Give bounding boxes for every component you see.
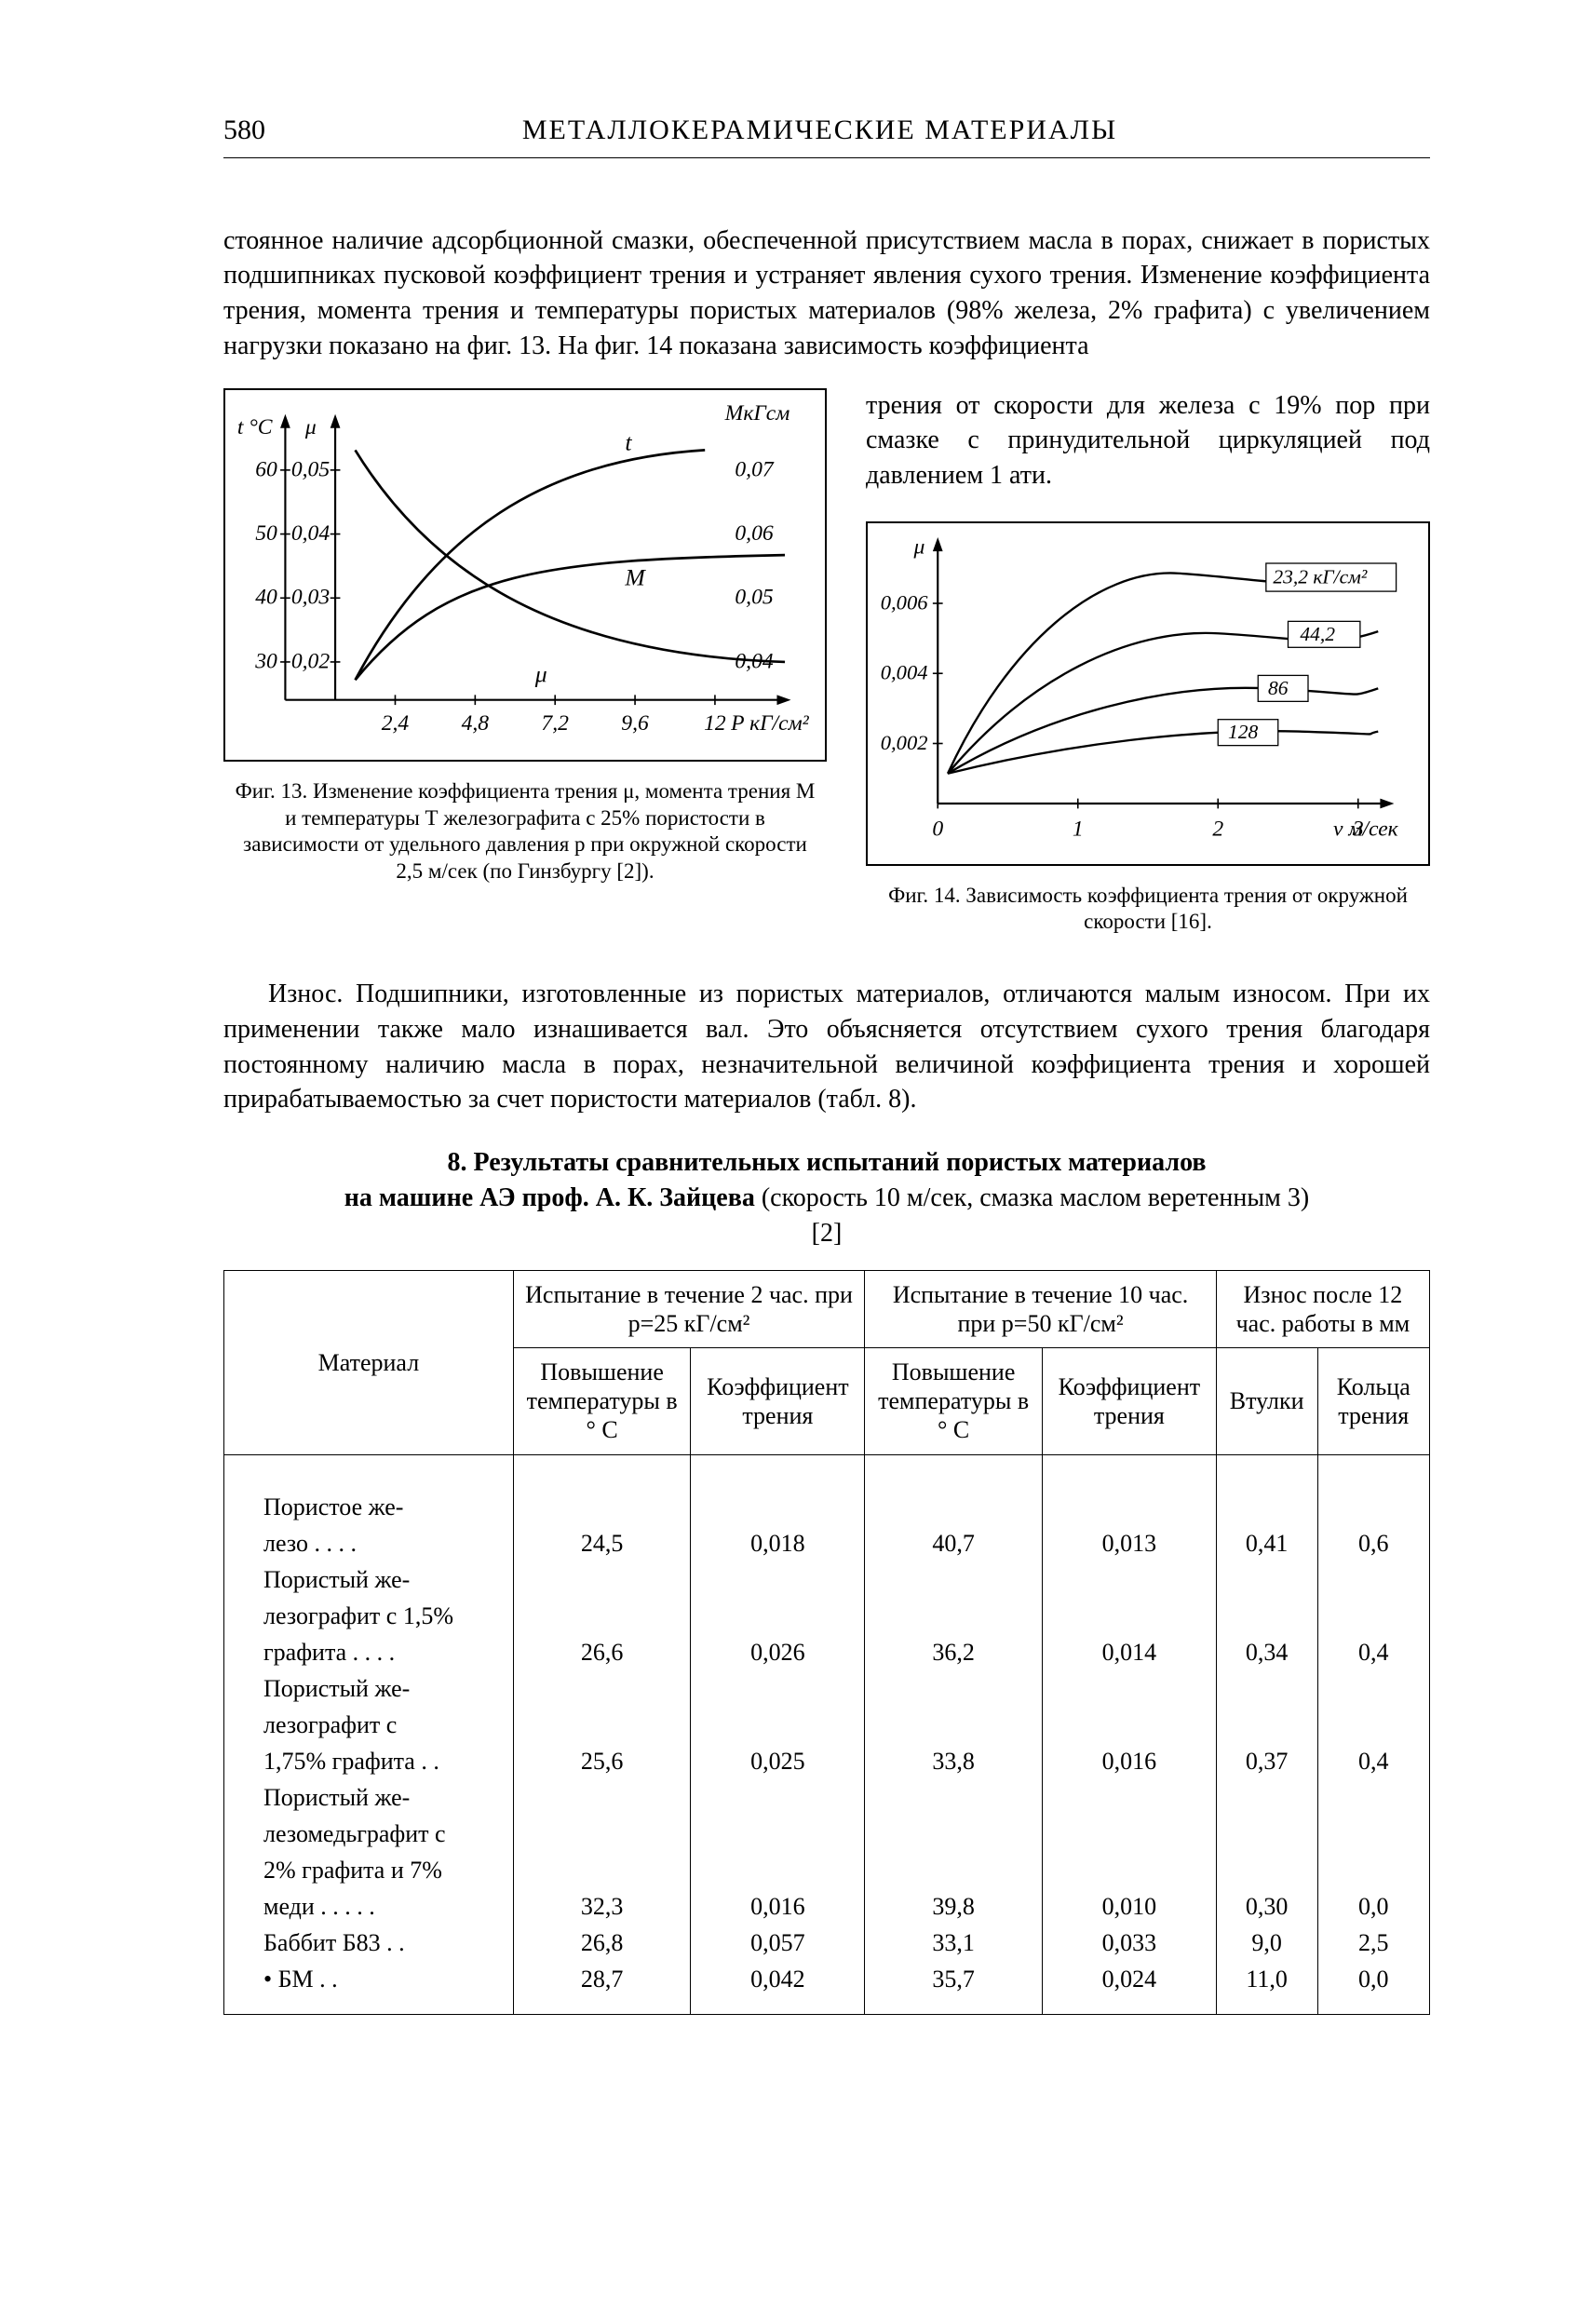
fig13-y3-label: МкГсм	[724, 401, 790, 426]
figure-13-chart: t °C μ МкГсм 60 50 40 30 0,05 0,04 0,03 …	[223, 388, 827, 762]
figure-14-caption: Фиг. 14. Зависимость коэффициента трения…	[866, 883, 1430, 937]
fig14-series-label: 86	[1268, 677, 1289, 699]
fig14-curve-c	[948, 688, 1378, 774]
paragraph-intro: стоянное наличие адсорбционной смазки, о…	[223, 223, 1430, 364]
table-title-plain: (скорость 10 м/сек, смазка маслом верете…	[755, 1183, 1309, 1248]
cell-t1: 24,526,625,632,326,828,7	[513, 1454, 691, 2014]
th-temp1: Повышение температуры в ° С	[513, 1348, 691, 1455]
figures-row: t °C μ МкГсм 60 50 40 30 0,05 0,04 0,03 …	[223, 388, 1430, 936]
page-number: 580	[223, 112, 265, 150]
cell-t2: 40,736,233,839,833,135,7	[865, 1454, 1043, 2014]
fig13-xtick: 2,4	[382, 711, 410, 736]
page-header: 580 МЕТАЛЛОКЕРАМИЧЕСКИЕ МАТЕРИАЛЫ	[223, 112, 1430, 158]
fig13-y3tick: 0,05	[735, 585, 774, 609]
figure-14-chart: μ 0,006 0,004 0,002	[866, 521, 1430, 866]
side-paragraph: трения от скорости для железа с 19% пор …	[866, 388, 1430, 493]
fig13-curve-t	[356, 450, 706, 680]
cell-material: Пористое же-лезо . . . .Пористый же-лезо…	[224, 1454, 514, 2014]
fig13-y1tick: 50	[255, 521, 277, 546]
figure-13-caption: Фиг. 13. Изменение коэффициента трения μ…	[223, 778, 827, 885]
fig14-y-label: μ	[912, 534, 924, 559]
fig13-xtick: 12	[704, 711, 726, 736]
fig14-x-label: v м/сек	[1333, 817, 1399, 841]
fig13-y1tick: 40	[255, 585, 277, 609]
fig14-xtick: 2	[1212, 817, 1223, 841]
fig14-curve-b	[948, 631, 1378, 774]
fig13-label-t: t	[625, 428, 632, 455]
fig13-xtick: 9,6	[621, 711, 649, 736]
fig13-x-label: P кГ/см²	[730, 711, 809, 736]
fig13-y1tick: 60	[255, 457, 277, 481]
figure-13-column: t °C μ МкГсм 60 50 40 30 0,05 0,04 0,03 …	[223, 388, 827, 885]
fig14-ytick: 0,006	[881, 591, 928, 615]
table-title: 8. Результаты сравнительных испытаний по…	[333, 1145, 1320, 1250]
fig13-label-mu: μ	[534, 660, 547, 687]
fig13-y3tick: 0,06	[735, 521, 774, 546]
th-fric1: Коэффициент трения	[691, 1348, 865, 1455]
fig14-xtick: 1	[1073, 817, 1084, 841]
paragraph-wear: Износ. Подшипники, изготовленные из пори…	[223, 977, 1430, 1117]
th-temp2: Повышение температуры в ° С	[865, 1348, 1043, 1455]
fig13-y2tick: 0,05	[291, 457, 331, 481]
th-fric2: Коэффициент трения	[1042, 1348, 1216, 1455]
fig13-y2tick: 0,04	[291, 521, 331, 546]
fig13-y3tick: 0,07	[735, 457, 775, 481]
th-ring: Кольца трения	[1317, 1348, 1429, 1455]
fig14-curve-a	[948, 574, 1378, 774]
fig14-ytick: 0,002	[881, 731, 928, 754]
fig13-xtick: 4,8	[462, 711, 490, 736]
fig14-series-label: 128	[1228, 721, 1259, 743]
table-8: Материал Испытание в течение 2 час. при …	[223, 1270, 1430, 2015]
fig13-y1-label: t °C	[237, 415, 273, 439]
th-group1: Испытание в течение 2 час. при p=25 кГ/с…	[513, 1270, 865, 1347]
cell-w1: 0,410,340,370,309,011,0	[1216, 1454, 1317, 2014]
th-material: Материал	[224, 1270, 514, 1454]
running-title: МЕТАЛЛОКЕРАМИЧЕСКИЕ МАТЕРИАЛЫ	[522, 112, 1117, 150]
figure-14-column: трения от скорости для железа с 19% пор …	[866, 388, 1430, 936]
fig13-label-M: M	[624, 563, 646, 590]
fig14-series-label: 44,2	[1300, 623, 1335, 645]
th-bush: Втулки	[1216, 1348, 1317, 1455]
table-title-line2: на машине АЭ проф. А. К. Зайцева	[344, 1183, 755, 1212]
table-title-line1: 8. Результаты сравнительных испытаний по…	[448, 1148, 1207, 1177]
fig13-xtick: 7,2	[541, 711, 569, 736]
th-group2: Испытание в течение 10 час. при p=50 кГ/…	[865, 1270, 1217, 1347]
fig14-xtick: 0	[932, 817, 943, 841]
fig13-y2tick: 0,02	[291, 649, 331, 673]
cell-f1: 0,0180,0260,0250,0160,0570,042	[691, 1454, 865, 2014]
cell-f2: 0,0130,0140,0160,0100,0330,024	[1042, 1454, 1216, 2014]
fig13-y2-label: μ	[304, 415, 317, 439]
fig14-curve-d	[948, 731, 1378, 774]
th-group3: Износ после 12 час. работы в мм	[1216, 1270, 1429, 1347]
table-row: Пористое же-лезо . . . .Пористый же-лезо…	[224, 1454, 1430, 2014]
fig13-y1tick: 30	[254, 649, 277, 673]
fig14-series-label: 23,2 кГ/см²	[1273, 566, 1368, 588]
cell-w2: 0,60,40,40,02,50,0	[1317, 1454, 1429, 2014]
fig14-ytick: 0,004	[881, 661, 928, 684]
fig13-y2tick: 0,03	[291, 585, 330, 609]
fig13-curve-M	[356, 555, 786, 680]
